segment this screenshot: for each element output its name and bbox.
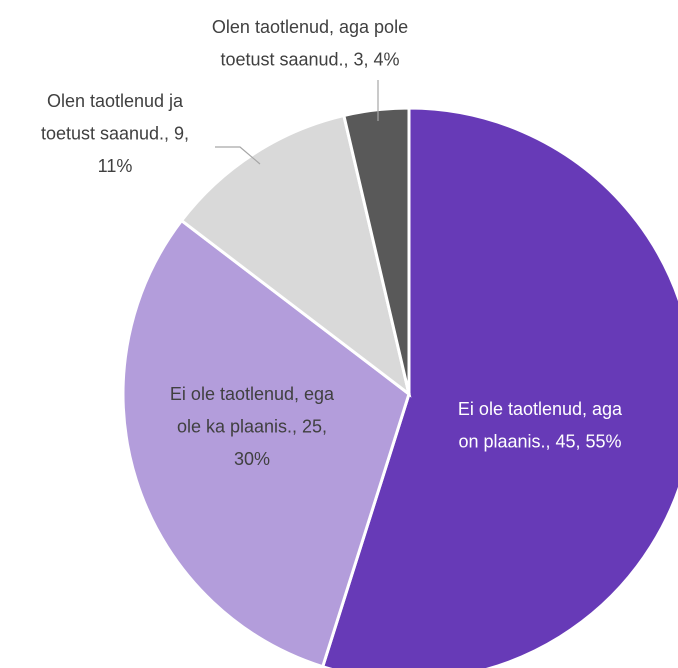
data-label: Olen taotlenud ja toetust saanud., 9, 11%	[41, 91, 189, 176]
pie-slice	[342, 106, 411, 395]
data-label-line: Olen taotlenud, aga pole	[212, 17, 408, 37]
data-label-line: on plaanis., 45, 55%	[458, 431, 621, 451]
data-label-line: toetust saanud., 3, 4%	[220, 49, 399, 69]
data-label-line: toetust saanud., 9,	[41, 123, 189, 143]
data-label: Olen taotlenud, aga pole toetust saanud.,…	[212, 17, 408, 70]
pie-slice	[179, 113, 412, 398]
data-label-line: Ei ole taotlenud, aga	[458, 399, 623, 419]
pie-slice	[320, 106, 678, 668]
data-label-line: Ei ole taotlenud, ega	[170, 384, 335, 404]
data-label: Ei ole taotlenud, ega ole ka plaanis., 25…	[170, 384, 335, 469]
leader-line	[215, 146, 261, 165]
data-label-line: 11%	[98, 156, 133, 176]
data-label-line: Olen taotlenud ja	[47, 91, 184, 111]
data-label-line: ole ka plaanis., 25,	[177, 416, 327, 436]
pie-slice	[121, 218, 411, 668]
data-label-line: 30%	[234, 449, 270, 469]
data-label: Ei ole taotlenud, aga on plaanis., 45, 55…	[458, 399, 623, 452]
